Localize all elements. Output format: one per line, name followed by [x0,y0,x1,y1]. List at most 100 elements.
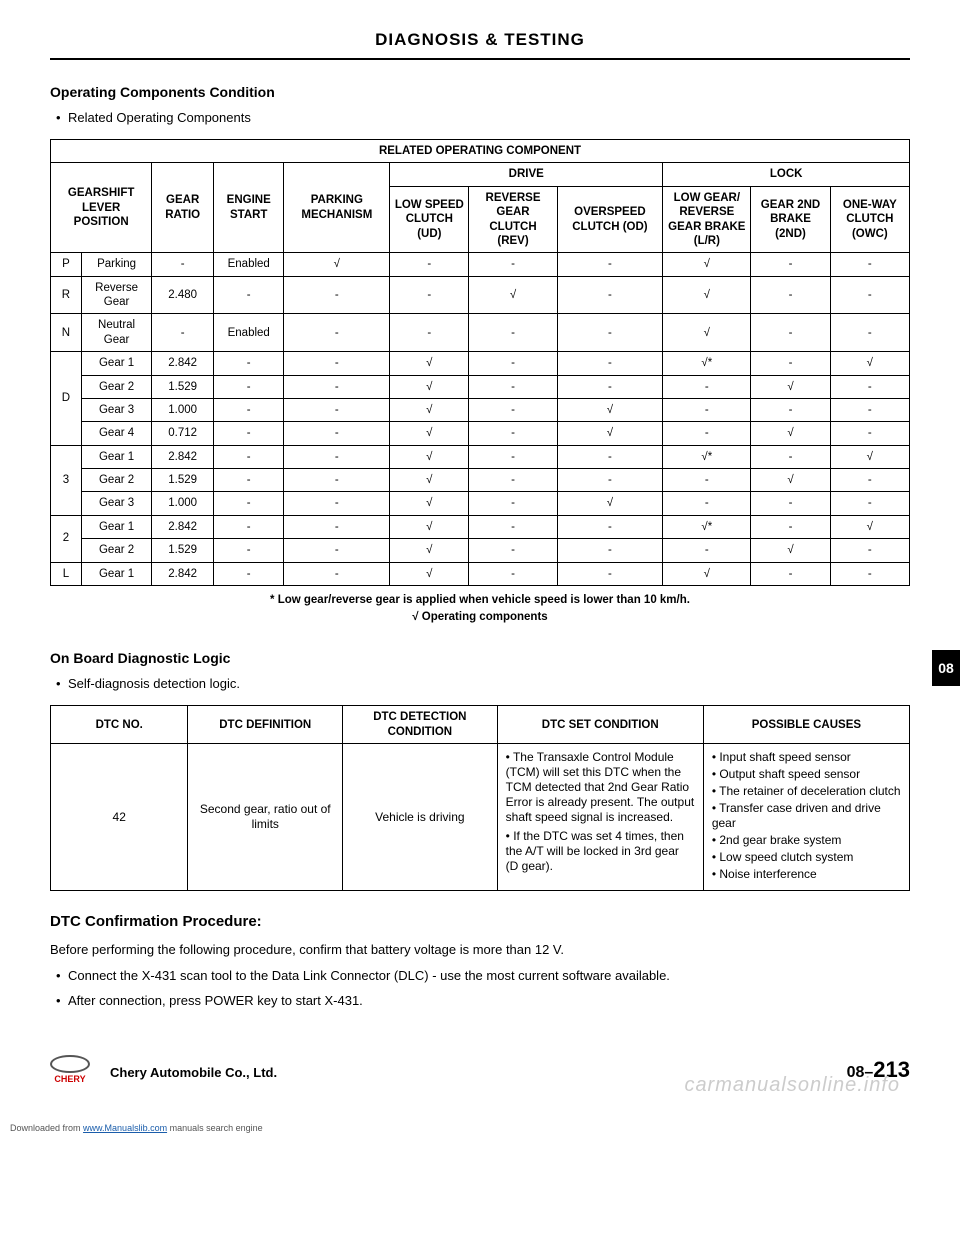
cell-eng: - [213,492,283,515]
cell-ratio: 2.842 [152,445,214,468]
cell-lr: - [663,398,751,421]
manualslib-link[interactable]: www.Manualslib.com [83,1123,167,1133]
cell-park: - [284,515,390,538]
th-dtc-no: DTC NO. [51,706,188,744]
cell-gear: Neutral Gear [81,314,151,352]
cell-owc: - [830,562,909,585]
cell-ud: √ [390,562,469,585]
bullet-text: Related Operating Components [68,110,251,125]
section-diagnostic-title: On Board Diagnostic Logic [50,650,910,666]
cell-ud: √ [390,398,469,421]
cell-b2: - [751,515,830,538]
cell-eng: - [213,398,283,421]
cell-owc: √ [830,445,909,468]
cell-od: - [557,445,663,468]
list-item: • Input shaft speed sensor [712,750,901,765]
cell-ratio: 2.842 [152,562,214,585]
cell-b2: - [751,253,830,276]
cell-park: - [284,492,390,515]
list-item: • If the DTC was set 4 times, then the A… [506,829,695,874]
cell-lr: √* [663,515,751,538]
th-ratio: GEAR RATIO [152,163,214,253]
list-item: • Low speed clutch system [712,850,901,865]
bullet-text: After connection, press POWER key to sta… [68,993,363,1008]
cell-lr: - [663,539,751,562]
table1-note: * Low gear/reverse gear is applied when … [50,592,910,627]
cell-owc: √ [830,515,909,538]
cell-rev: - [469,375,557,398]
related-operating-component-table: RELATED OPERATING COMPONENT GEARSHIFT LE… [50,139,910,586]
cell-lr: - [663,492,751,515]
download-note: Downloaded from www.Manualslib.com manua… [0,1121,960,1139]
note-line1: * Low gear/reverse gear is applied when … [270,594,690,606]
footer-company: Chery Automobile Co., Ltd. [110,1065,277,1080]
cell-od: - [557,562,663,585]
cell-gear: Gear 2 [81,469,151,492]
confirmation-bullet-2: •After connection, press POWER key to st… [50,991,910,1011]
cell-gear: Gear 3 [81,398,151,421]
cell-od: - [557,314,663,352]
download-pre: Downloaded from [10,1123,83,1133]
cell-owc: - [830,398,909,421]
cell-rev: - [469,398,557,421]
cell-rev: - [469,515,557,538]
cell-eng: - [213,422,283,445]
cell-gear: Gear 1 [81,515,151,538]
th-dtc-causes: POSSIBLE CAUSES [703,706,909,744]
cell-ud: √ [390,469,469,492]
cell-ratio: 1.529 [152,539,214,562]
cell-ud: - [390,314,469,352]
header-rule [50,58,910,60]
cell-ratio: 0.712 [152,422,214,445]
cell-group: R [51,276,82,314]
cell-ratio: 1.529 [152,469,214,492]
cell-ud: - [390,253,469,276]
cell-eng: - [213,515,283,538]
cell-eng: Enabled [213,253,283,276]
bullet-text: Self-diagnosis detection logic. [68,676,240,691]
dtc-no: 42 [51,744,188,891]
watermark: carmanualsonline.info [684,1074,900,1097]
th-2nd: GEAR 2ND BRAKE (2ND) [751,186,830,253]
table-row: LGear 12.842--√--√-- [51,562,910,585]
cell-b2: - [751,562,830,585]
list-item: • Noise interference [712,867,901,882]
cell-group: P [51,253,82,276]
list-item: • Transfer case driven and drive gear [712,801,901,831]
cell-gear: Gear 1 [81,445,151,468]
cell-ud: √ [390,445,469,468]
list-item: • The retainer of deceleration clutch [712,784,901,799]
page-footer: CHERY Chery Automobile Co., Ltd. 08–213 … [50,1051,910,1101]
th-reverse: REVERSE GEAR CLUTCH (REV) [469,186,557,253]
th-overspeed: OVERSPEED CLUTCH (OD) [557,186,663,253]
cell-ud: √ [390,492,469,515]
cell-eng: Enabled [213,314,283,352]
cell-owc: - [830,539,909,562]
confirmation-bullet-1: •Connect the X-431 scan tool to the Data… [50,966,910,986]
cell-rev: - [469,314,557,352]
list-item: • Output shaft speed sensor [712,767,901,782]
cell-ratio: 2.842 [152,515,214,538]
note-line2: √ Operating components [412,611,547,623]
cell-b2: - [751,398,830,421]
th-engine: ENGINE START [213,163,283,253]
cell-b2: - [751,445,830,468]
table-row: Gear 21.529--√---√- [51,375,910,398]
cell-od: - [557,375,663,398]
table-row: Gear 40.712--√-√-√- [51,422,910,445]
page-header-title: DIAGNOSIS & TESTING [50,30,910,58]
cell-ud: √ [390,422,469,445]
cell-rev: - [469,352,557,375]
table-row: PParking-Enabled√---√-- [51,253,910,276]
cell-gear: Gear 1 [81,562,151,585]
table-row: 42 Second gear, ratio out of limits Vehi… [51,744,910,891]
cell-owc: - [830,422,909,445]
cell-lr: √ [663,276,751,314]
cell-ratio: - [152,314,214,352]
table-row: NNeutral Gear-Enabled----√-- [51,314,910,352]
cell-gear: Parking [81,253,151,276]
logo-oval-icon [50,1055,90,1073]
cell-park: √ [284,253,390,276]
cell-park: - [284,375,390,398]
dtc-causes: • Input shaft speed sensor • Output shaft… [703,744,909,891]
